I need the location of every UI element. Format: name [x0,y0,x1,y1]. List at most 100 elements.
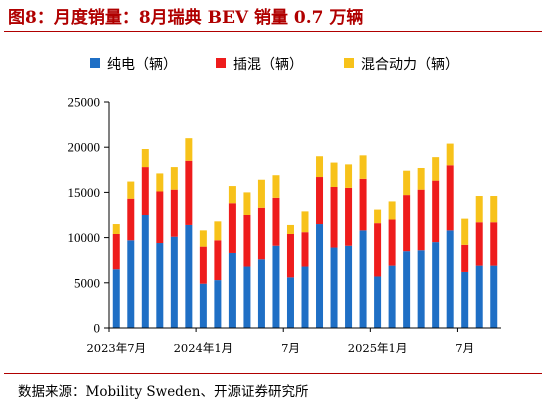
figure-title: 图8：月度销量：8月瑞典 BEV 销量 0.7 万辆 [8,8,364,28]
bar-2024-09-series-1 [316,177,324,225]
axes-group: 0 5000 10000 15000 20000 25000 2023年7月 2024年1月 7… [68,95,501,355]
bar-2024-12-series-0 [359,230,367,328]
bar-2025-05-series-2 [432,157,440,181]
bar-2023-09-series-0 [141,215,149,328]
legend-label-1: 插混（辆） [233,57,303,73]
legend-swatch-0 [90,58,100,68]
bar-2024-06-series-2 [272,175,280,198]
bar-2025-02-series-1 [388,219,396,266]
bar-2025-09-series-2 [490,196,498,223]
bar-2024-08-series-1 [301,232,309,267]
bar-2024-11-series-2 [345,164,353,188]
bar-2024-07-series-1 [286,233,294,278]
bar-2023-07-series-0 [112,269,120,328]
bar-2023-09-series-2 [141,149,149,168]
bar-2025-04-series-2 [417,167,425,190]
y-tick-label-5000: 5000 [74,275,100,290]
bar-2025-08-series-0 [475,265,483,328]
bar-2023-10-series-0 [156,243,164,328]
bar-2024-09-series-0 [316,224,324,328]
title-rule [4,31,542,32]
bar-2025-03-series-0 [403,251,411,328]
legend-label-0: 纯电（辆） [107,57,177,73]
bar-2024-10-series-0 [330,247,338,328]
bar-2023-07-series-1 [112,233,120,270]
bar-2025-06-series-1 [446,165,454,231]
x-tick-label-0: 2023年7月 [86,341,146,355]
bar-2025-05-series-0 [432,242,440,328]
chart-legend: 纯电（辆） 插混（辆） 混合动力（辆） [90,57,459,73]
bar-2024-05-series-2 [257,179,265,208]
x-tick-label-12: 7月 [281,341,300,355]
bar-2024-05-series-1 [257,207,265,260]
bar-2024-07-series-2 [286,224,294,234]
bar-2023-08-series-1 [127,198,135,241]
bar-2024-03-series-0 [228,252,236,328]
bar-2025-04-series-0 [417,250,425,328]
bar-2024-06-series-0 [272,245,280,328]
data-source-note: 数据来源：Mobility Sweden、开源证券研究所 [18,384,309,400]
y-tick-label-25000: 25000 [68,95,101,110]
bar-2025-03-series-2 [403,170,411,196]
y-tick-label-10000: 10000 [68,230,101,245]
bar-2025-01-series-2 [374,209,382,224]
y-tick-label-15000: 15000 [68,185,101,200]
legend-swatch-2 [344,58,354,68]
bar-2025-02-series-2 [388,201,396,220]
bar-2025-02-series-0 [388,265,396,328]
x-tick-label-6: 2024年1月 [174,341,234,355]
bar-2023-09-series-1 [141,167,149,215]
bar-2023-11-series-2 [170,167,178,190]
bar-2025-09-series-1 [490,222,498,266]
bar-2025-03-series-1 [403,195,411,252]
bar-2024-05-series-0 [257,259,265,328]
stacked-bar-chart: 纯电（辆） 插混（辆） 混合动力（辆） 0 5000 10000 15000 20000 25… [68,57,501,355]
bar-2024-02-series-1 [214,240,222,281]
bar-2024-11-series-0 [345,245,353,328]
bar-2025-07-series-2 [461,218,469,245]
bar-2024-08-series-0 [301,266,309,328]
legend-swatch-1 [216,58,226,68]
y-tick-label-20000: 20000 [68,140,101,155]
bar-2025-01-series-0 [374,276,382,328]
bar-2023-08-series-2 [127,181,135,199]
bar-2024-11-series-1 [345,187,353,246]
bar-2023-08-series-0 [127,240,135,328]
bar-2025-06-series-2 [446,143,454,166]
bar-2025-01-series-1 [374,223,382,277]
bar-2023-10-series-2 [156,173,164,192]
bar-2024-08-series-2 [301,211,309,233]
bar-2024-03-series-2 [228,186,236,204]
bar-2024-01-series-2 [199,230,207,247]
bar-2025-09-series-0 [490,265,498,328]
bar-2024-04-series-0 [243,266,251,328]
bars-group [112,138,498,328]
bar-2023-11-series-0 [170,236,178,328]
y-tick-label-0: 0 [94,321,101,336]
bar-2025-07-series-1 [461,244,469,272]
bar-2025-07-series-0 [461,271,469,328]
bar-2023-12-series-2 [185,138,193,161]
bar-2023-12-series-0 [185,224,193,328]
bar-2024-07-series-0 [286,277,294,328]
bar-2024-12-series-2 [359,155,367,179]
bar-2024-10-series-1 [330,186,338,248]
bar-2024-02-series-2 [214,221,222,241]
bar-2025-05-series-1 [432,180,440,243]
bar-2024-01-series-1 [199,246,207,284]
bar-2024-04-series-2 [243,192,251,215]
bar-2025-06-series-0 [446,230,454,328]
bar-2024-09-series-2 [316,156,324,178]
bar-2023-10-series-1 [156,191,164,244]
source-rule [4,373,542,374]
bar-2023-07-series-2 [112,224,120,234]
x-tick-label-18: 2025年1月 [348,341,408,355]
bar-2024-06-series-1 [272,197,280,246]
bar-2024-01-series-0 [199,283,207,328]
bar-2023-12-series-1 [185,160,193,225]
bar-2024-10-series-2 [330,162,338,187]
bar-2024-02-series-0 [214,280,222,328]
bar-2025-08-series-1 [475,222,483,266]
bar-2024-03-series-1 [228,203,236,253]
bar-2024-04-series-1 [243,215,251,267]
